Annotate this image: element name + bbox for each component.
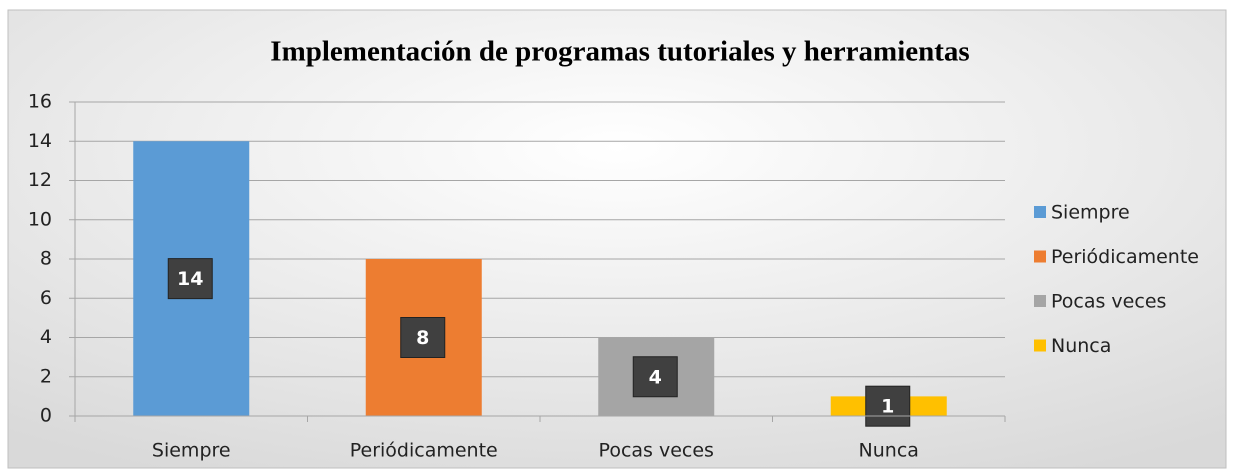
legend-label: Siempre: [1051, 202, 1130, 224]
data-label-box: [865, 385, 911, 427]
y-tick-label: 8: [40, 248, 52, 270]
data-label: 4: [649, 366, 662, 388]
data-label: 1: [881, 396, 894, 418]
data-label: 8: [416, 327, 429, 349]
y-tick-label: 6: [40, 287, 52, 309]
x-tick-label: Pocas veces: [599, 440, 714, 462]
y-tick-label: 12: [28, 169, 52, 191]
chart-title: Implementación de programas tutoriales y…: [270, 36, 969, 68]
y-tick-label: 16: [28, 91, 52, 113]
y-tick-label: 2: [40, 365, 52, 387]
data-label-box: [632, 356, 678, 398]
legend-label: Pocas veces: [1051, 291, 1166, 313]
x-tick-label: Siempre: [152, 440, 231, 462]
legend-swatch: [1034, 250, 1046, 263]
y-tick-label: 4: [40, 326, 52, 348]
y-tick-label: 14: [28, 130, 52, 152]
data-label-box: [167, 258, 213, 300]
legend-swatch: [1034, 295, 1046, 307]
y-tick-label: 10: [28, 208, 52, 230]
data-label: 14: [177, 268, 203, 290]
legend-swatch: [1034, 206, 1046, 218]
x-tick-label: Nunca: [859, 440, 919, 462]
x-tick-label: Periódicamente: [350, 440, 498, 462]
legend-swatch: [1034, 339, 1046, 352]
legend-label: Periódicamente: [1051, 246, 1199, 268]
data-label-box: [400, 317, 446, 358]
legend-label: Nunca: [1051, 335, 1111, 357]
y-tick-label: 0: [40, 405, 52, 427]
